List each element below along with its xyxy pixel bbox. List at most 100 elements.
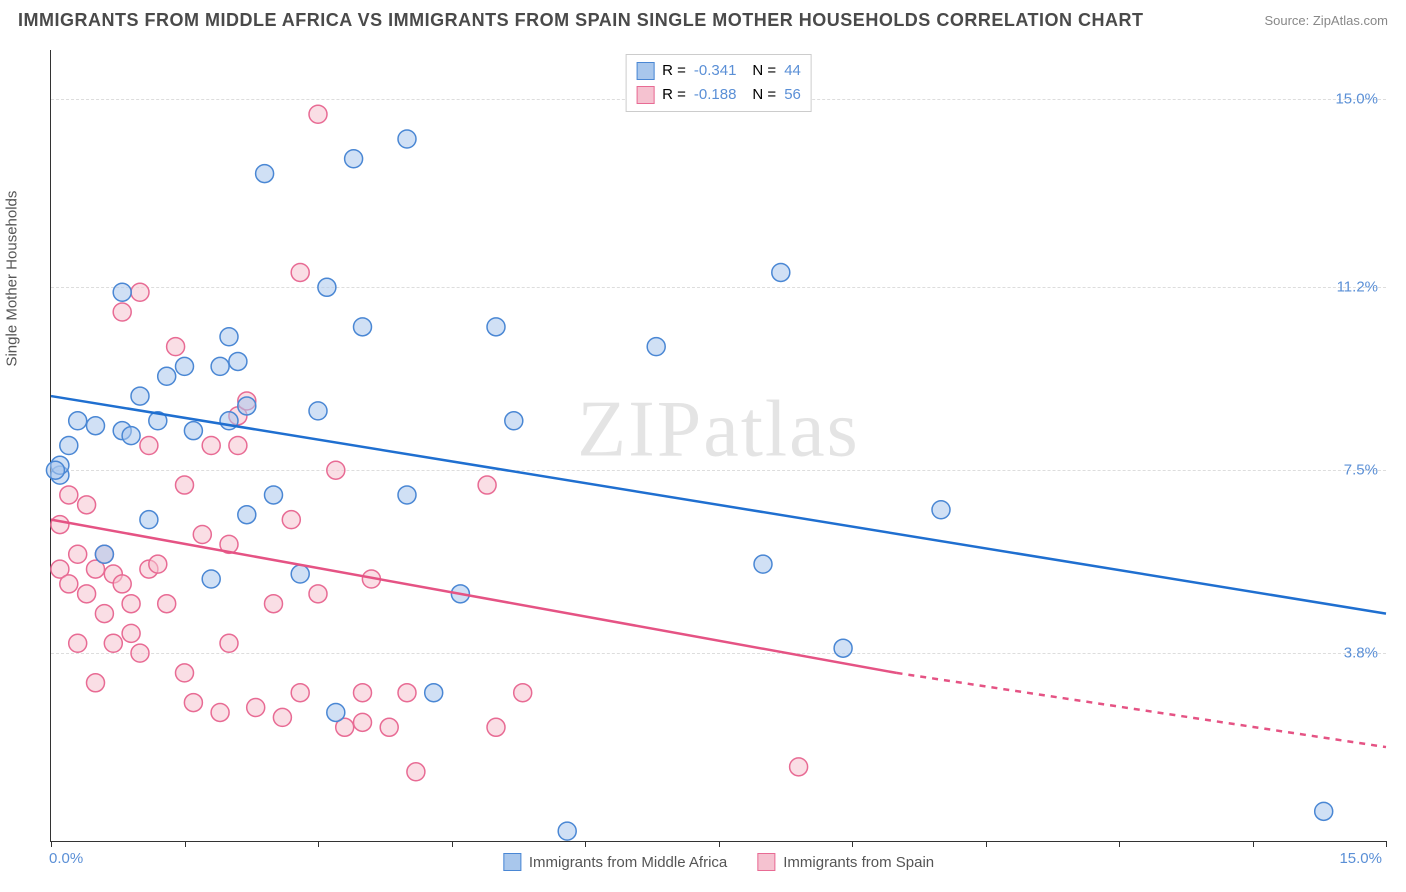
scatter-point <box>425 684 443 702</box>
scatter-point <box>229 437 247 455</box>
scatter-point <box>238 397 256 415</box>
x-tick <box>585 841 586 847</box>
scatter-point <box>478 476 496 494</box>
scatter-point <box>487 718 505 736</box>
scatter-point <box>193 525 211 543</box>
scatter-point <box>1315 802 1333 820</box>
scatter-point <box>238 506 256 524</box>
scatter-point <box>318 278 336 296</box>
scatter-point <box>327 703 345 721</box>
scatter-point <box>140 437 158 455</box>
trend-line <box>51 520 897 673</box>
x-tick <box>452 841 453 847</box>
trend-line <box>897 673 1387 747</box>
scatter-point <box>487 318 505 336</box>
scatter-point <box>407 763 425 781</box>
scatter-point <box>46 461 64 479</box>
scatter-point <box>345 150 363 168</box>
scatter-point <box>176 664 194 682</box>
scatter-point <box>398 486 416 504</box>
x-tick <box>51 841 52 847</box>
scatter-point <box>60 486 78 504</box>
scatter-point <box>256 165 274 183</box>
x-axis-max-label: 15.0% <box>1339 850 1382 867</box>
n-value-2: 56 <box>784 83 801 107</box>
scatter-point <box>95 605 113 623</box>
scatter-point <box>122 624 140 642</box>
series2-legend-label: Immigrants from Spain <box>783 854 934 871</box>
scatter-point <box>51 516 69 534</box>
scatter-point <box>754 555 772 573</box>
scatter-point <box>309 585 327 603</box>
scatter-point <box>247 699 265 717</box>
scatter-point <box>60 575 78 593</box>
scatter-point <box>202 570 220 588</box>
scatter-point <box>514 684 532 702</box>
swatch-series1b-icon <box>503 853 521 871</box>
x-tick <box>1386 841 1387 847</box>
scatter-point <box>158 595 176 613</box>
scatter-point <box>398 130 416 148</box>
scatter-point <box>558 822 576 840</box>
trend-line <box>51 396 1386 614</box>
scatter-point <box>647 338 665 356</box>
chart-plot-area: ZIPatlas 3.8%7.5%11.2%15.0% 0.0% 15.0% R… <box>50 50 1386 842</box>
scatter-point <box>398 684 416 702</box>
r-value-2: -0.188 <box>694 83 737 107</box>
swatch-series2b-icon <box>757 853 775 871</box>
scatter-point <box>309 402 327 420</box>
x-tick <box>719 841 720 847</box>
scatter-point <box>354 684 372 702</box>
scatter-point <box>140 511 158 529</box>
scatter-point <box>932 501 950 519</box>
scatter-point <box>273 708 291 726</box>
scatter-point <box>78 496 96 514</box>
r-label-2: R = <box>662 83 686 107</box>
scatter-point <box>87 417 105 435</box>
x-tick <box>318 841 319 847</box>
scatter-point <box>122 427 140 445</box>
swatch-series2-icon <box>636 86 654 104</box>
scatter-point <box>167 338 185 356</box>
n-value-1: 44 <box>784 59 801 83</box>
scatter-point <box>291 684 309 702</box>
scatter-point <box>354 318 372 336</box>
scatter-point <box>291 565 309 583</box>
scatter-point <box>380 718 398 736</box>
r-value-1: -0.341 <box>694 59 737 83</box>
scatter-point <box>176 357 194 375</box>
scatter-point <box>122 595 140 613</box>
scatter-point <box>265 595 283 613</box>
scatter-point <box>69 634 87 652</box>
x-axis-min-label: 0.0% <box>49 850 83 867</box>
x-tick <box>1119 841 1120 847</box>
scatter-point <box>87 674 105 692</box>
scatter-point <box>202 437 220 455</box>
scatter-point <box>78 585 96 603</box>
scatter-point <box>282 511 300 529</box>
scatter-point <box>211 357 229 375</box>
scatter-point <box>113 283 131 301</box>
x-tick <box>852 841 853 847</box>
n-label-2: N = <box>752 83 776 107</box>
source-label: Source: ZipAtlas.com <box>1264 13 1388 28</box>
scatter-point <box>149 555 167 573</box>
scatter-point <box>505 412 523 430</box>
scatter-point <box>327 461 345 479</box>
scatter-point <box>131 283 149 301</box>
scatter-point <box>790 758 808 776</box>
scatter-point <box>184 694 202 712</box>
series-legend: Immigrants from Middle Africa Immigrants… <box>503 853 934 871</box>
scatter-point <box>69 545 87 563</box>
scatter-point <box>176 476 194 494</box>
scatter-point <box>309 105 327 123</box>
n-label-1: N = <box>752 59 776 83</box>
scatter-point <box>95 545 113 563</box>
scatter-point <box>220 634 238 652</box>
series1-legend-label: Immigrants from Middle Africa <box>529 854 727 871</box>
scatter-point <box>113 303 131 321</box>
x-tick <box>185 841 186 847</box>
r-label-1: R = <box>662 59 686 83</box>
scatter-point <box>211 703 229 721</box>
scatter-point <box>184 422 202 440</box>
